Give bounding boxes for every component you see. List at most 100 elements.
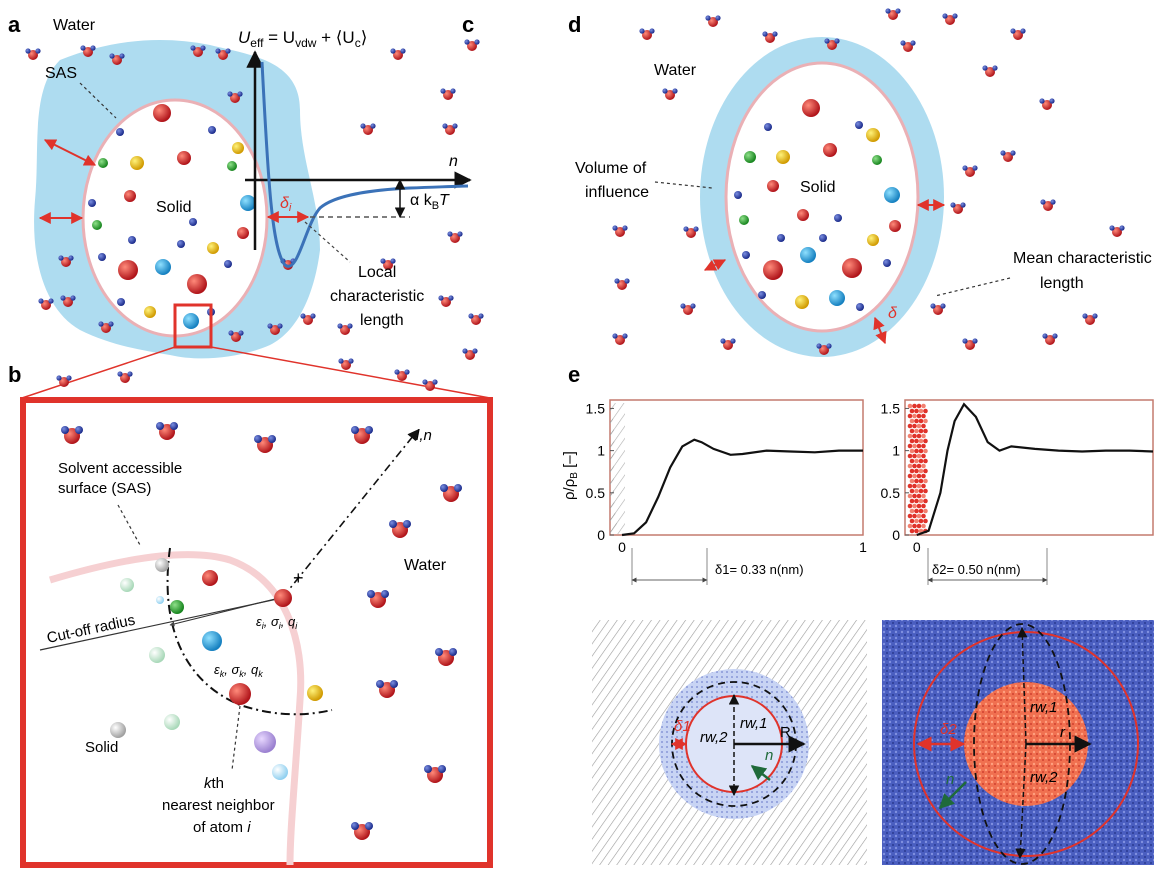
solid-label-b: Solid xyxy=(85,739,118,756)
plot2-solid-atom xyxy=(914,478,919,484)
plot2-ytick-label: 0 xyxy=(892,527,900,543)
density-plot-2: 0 0.5 1 1.5 0 xyxy=(881,399,1154,555)
plot2-solid-atom xyxy=(918,418,924,424)
plot2-solid-atom xyxy=(918,438,924,444)
sas-text-b-2: surface (SAS) xyxy=(58,480,151,497)
plot2-solid-atom xyxy=(921,413,926,419)
plot1-atom-strip xyxy=(610,403,625,534)
atoms-b xyxy=(110,558,323,780)
snapshot1-n-label: n xyxy=(765,747,773,764)
plot2-solid-atom xyxy=(907,433,913,439)
delta-arrow-d3 xyxy=(873,316,887,345)
plot2-solid-atom xyxy=(909,448,915,454)
plot1-ytick-label: 0.5 xyxy=(586,485,606,501)
zoom-line-left xyxy=(21,346,176,399)
panel-e: e ρ/ρB [–] 0 0.5 1 1.5 0 1 δ1= 0.33 n(nm) 0 0.… xyxy=(561,362,1154,865)
plot2-solid-atom xyxy=(912,403,917,409)
plot2-solid-atom xyxy=(923,508,928,514)
snapshot2-rw1-label: rw,1 xyxy=(1030,699,1058,716)
snapshot1-rw1-label: rw,1 xyxy=(740,715,768,732)
kth-label-1: kth xyxy=(204,775,224,792)
zoom-box xyxy=(173,303,213,349)
plot2-solid-atom xyxy=(909,508,915,514)
solid-label-d: Solid xyxy=(800,179,836,196)
plot2-solid-atom xyxy=(914,458,919,464)
plot2-ytick-label: 1.5 xyxy=(881,400,901,416)
plot2-solid-atom xyxy=(912,423,917,429)
plot1-ticks: 0 0.5 1 1.5 0 1 xyxy=(586,400,868,555)
panel-b: b Solvent accessible surface (SAS) Cut-o… xyxy=(8,362,493,868)
sas-leader-b xyxy=(117,504,141,546)
snapshot-2: δ2 rw,1 rw,2 r n xyxy=(882,620,1154,865)
sas-label: SAS xyxy=(45,65,77,82)
mean-label-1: Mean characteristic xyxy=(1013,250,1152,267)
plot2-xtick-label: 0 xyxy=(913,539,921,555)
plot2-solid-atom xyxy=(909,478,915,484)
mean-leader-line xyxy=(934,277,1011,297)
potential-equation: Ueff = Uvdw + ⟨Uc⟩ xyxy=(238,28,367,50)
zoomed-panel-frame xyxy=(20,397,493,868)
snapshot1-delta-label: δ1 xyxy=(674,718,691,735)
plot2-solid-atom xyxy=(923,488,928,494)
plot2-solid-atom xyxy=(907,423,913,429)
plot2-solid-atom xyxy=(914,498,919,504)
plot2-solid-atom xyxy=(907,453,913,459)
potential-curve xyxy=(260,61,469,268)
density-plot-1: 0 0.5 1 1.5 0 1 xyxy=(586,399,868,555)
plot2-solid-atom xyxy=(916,433,922,439)
snapshot2-n-arrow xyxy=(938,781,967,810)
plot2-solid-atom xyxy=(909,488,915,494)
plot2-solid-atom xyxy=(907,403,913,409)
plot2-solid-atom xyxy=(909,418,915,424)
plot2-solid-atom xyxy=(909,468,915,474)
snapshot1-n-arrow xyxy=(750,765,771,781)
plot2-solid-atom xyxy=(921,503,926,509)
plot2-solid-atom xyxy=(914,418,919,424)
sas-text-b-1: Solvent accessible xyxy=(58,460,182,477)
plot2-solid-atom xyxy=(912,513,917,519)
plot2-solid-atom xyxy=(921,423,926,429)
plot2-solid-atom xyxy=(914,448,919,454)
plot2-ytick-label: 1 xyxy=(892,443,900,459)
plot2-solid-atom xyxy=(909,438,915,444)
plot2-solid-atom xyxy=(907,463,913,469)
plot2-solid-atom xyxy=(923,428,928,434)
kth-leader-line xyxy=(231,705,241,771)
plot2-solid-atom xyxy=(907,493,913,499)
plot2-solid-atom xyxy=(912,503,917,509)
plot2-solid-atom xyxy=(916,443,922,449)
delta-arrow-d2 xyxy=(703,259,727,271)
plot2-solid-atom xyxy=(918,428,924,434)
sas-width-arrow-1 xyxy=(43,139,97,166)
plot2-solid-atom xyxy=(912,483,917,489)
plot2-solid-atom xyxy=(923,498,928,504)
plot2-solid-atom xyxy=(907,513,913,519)
plot2-solid-atom xyxy=(918,458,924,464)
local-label-2: characteristic xyxy=(330,288,424,305)
sas-leader-line xyxy=(79,82,117,119)
plot2-solid-atom xyxy=(909,428,915,434)
sas-surface-b xyxy=(48,551,305,866)
plot2-solid-atom xyxy=(918,468,924,474)
plot2-solid-atom xyxy=(912,443,917,449)
plot2-ticks: 0 0.5 1 1.5 0 xyxy=(881,400,921,555)
plot2-solid-atom xyxy=(907,503,913,509)
plot1-frame xyxy=(609,399,864,536)
plot2-solid-atom xyxy=(918,508,924,514)
local-label-1: Local xyxy=(358,264,396,281)
local-leader-line xyxy=(304,221,351,263)
plot2-solid-atom xyxy=(921,483,926,489)
plot2-solid-atoms xyxy=(907,403,928,534)
plot2-solid-atom xyxy=(916,463,922,469)
plot2-solid-atom xyxy=(916,453,922,459)
plot2-solid-atom xyxy=(923,438,928,444)
plot2-solid-atom xyxy=(907,413,913,419)
panel-c: c Ueff = Uvdw + ⟨Uc⟩ n α kBT δi Local ch… xyxy=(238,12,474,329)
plot2-solid-atom xyxy=(916,523,922,529)
snapshot1-R-label: R xyxy=(780,724,791,741)
snapshot1-rw2-label: rw,2 xyxy=(700,729,728,746)
volume-label-1: Volume of xyxy=(575,160,647,177)
plot2-solid-atom xyxy=(916,503,922,509)
plot2-solid-atom xyxy=(923,408,928,414)
snapshot2-rw2-arrow xyxy=(1015,743,1027,860)
